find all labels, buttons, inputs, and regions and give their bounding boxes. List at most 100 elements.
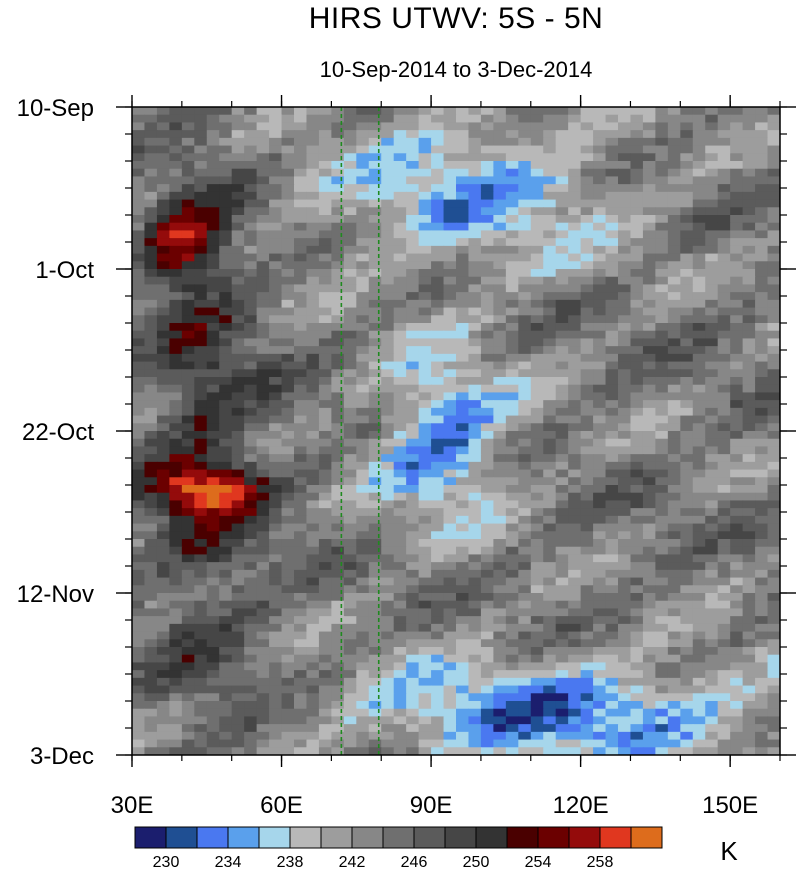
- field-cell: [206, 122, 220, 131]
- field-cell: [767, 253, 780, 262]
- field-cell: [680, 747, 694, 755]
- field-cell: [381, 153, 395, 162]
- field-cell: [505, 701, 519, 710]
- field-cell: [555, 523, 569, 532]
- field-cell: [505, 323, 519, 332]
- field-cell: [692, 739, 706, 748]
- field-cell: [692, 461, 706, 471]
- field-cell: [555, 137, 569, 147]
- field-cell: [406, 353, 420, 363]
- field-cell: [730, 315, 744, 324]
- field-cell: [356, 477, 370, 486]
- field-cell: [505, 724, 519, 733]
- field-cell: [343, 377, 357, 386]
- field-cell: [194, 384, 208, 394]
- field-cell: [368, 415, 382, 424]
- field-cell: [281, 415, 295, 424]
- field-cell: [755, 654, 769, 664]
- field-cell: [642, 184, 656, 193]
- field-cell: [418, 539, 432, 548]
- field-cell: [194, 677, 208, 687]
- field-cell: [306, 492, 320, 502]
- field-cell: [593, 407, 607, 417]
- field-cell: [705, 238, 719, 247]
- field-cell: [493, 238, 507, 247]
- field-cell: [381, 523, 395, 532]
- field-cell: [368, 693, 382, 702]
- field-cell: [144, 261, 158, 270]
- field-cell: [680, 107, 694, 116]
- field-cell: [381, 353, 395, 363]
- field-cell: [518, 161, 532, 170]
- field-cell: [294, 600, 308, 610]
- field-cell: [605, 485, 619, 494]
- field-cell: [705, 438, 719, 448]
- field-cell: [331, 191, 345, 201]
- field-cell: [456, 461, 470, 471]
- field-cell: [281, 477, 295, 486]
- field-cell: [667, 377, 681, 386]
- field-cell: [132, 253, 146, 262]
- field-cell: [443, 577, 457, 586]
- field-cell: [343, 369, 357, 378]
- field-cell: [568, 454, 582, 463]
- field-cell: [705, 454, 719, 463]
- field-cell: [692, 585, 706, 594]
- field-cell: [717, 238, 731, 247]
- field-cell: [144, 307, 158, 316]
- field-cell: [306, 747, 320, 755]
- field-cell: [692, 299, 706, 309]
- field-cell: [642, 377, 656, 386]
- field-cell: [767, 716, 780, 725]
- field-cell: [530, 477, 544, 486]
- field-cell: [468, 377, 482, 386]
- field-cell: [580, 338, 594, 347]
- field-cell: [318, 114, 332, 124]
- field-cell: [244, 407, 258, 417]
- field-cell: [530, 423, 544, 432]
- field-cell: [456, 608, 470, 617]
- field-cell: [692, 307, 706, 316]
- field-cell: [231, 539, 245, 548]
- field-cell: [642, 292, 656, 301]
- field-cell: [356, 616, 370, 625]
- field-cell: [593, 616, 607, 625]
- field-cell: [331, 747, 345, 755]
- field-cell: [156, 130, 170, 139]
- field-cell: [692, 662, 706, 671]
- field-cell: [618, 323, 632, 332]
- field-cell: [518, 369, 532, 378]
- field-cell: [343, 724, 357, 733]
- field-cell: [181, 515, 195, 525]
- field-cell: [605, 577, 619, 586]
- field-cell: [306, 315, 320, 324]
- field-cell: [331, 461, 345, 471]
- field-cell: [231, 662, 245, 671]
- field-cell: [518, 114, 532, 124]
- field-cell: [480, 353, 494, 363]
- field-cell: [269, 454, 283, 463]
- field-cell: [231, 724, 245, 733]
- field-cell: [206, 307, 220, 316]
- field-cell: [169, 261, 183, 270]
- field-cell: [331, 577, 345, 586]
- field-cell: [443, 361, 457, 370]
- field-cell: [381, 747, 395, 755]
- field-cell: [717, 330, 731, 340]
- colorbar-swatch: [134, 826, 167, 849]
- field-cell: [505, 562, 519, 571]
- field-cell: [406, 276, 420, 286]
- field-cell: [618, 438, 632, 448]
- field-cell: [144, 284, 158, 293]
- field-cell: [206, 685, 220, 694]
- field-cell: [443, 685, 457, 694]
- field-cell: [169, 161, 183, 170]
- field-cell: [331, 269, 345, 278]
- field-cell: [406, 693, 420, 702]
- field-cell: [294, 145, 308, 154]
- field-cell: [680, 269, 694, 278]
- field-cell: [593, 662, 607, 671]
- field-cell: [368, 122, 382, 131]
- field-cell: [269, 485, 283, 494]
- field-cell: [593, 353, 607, 363]
